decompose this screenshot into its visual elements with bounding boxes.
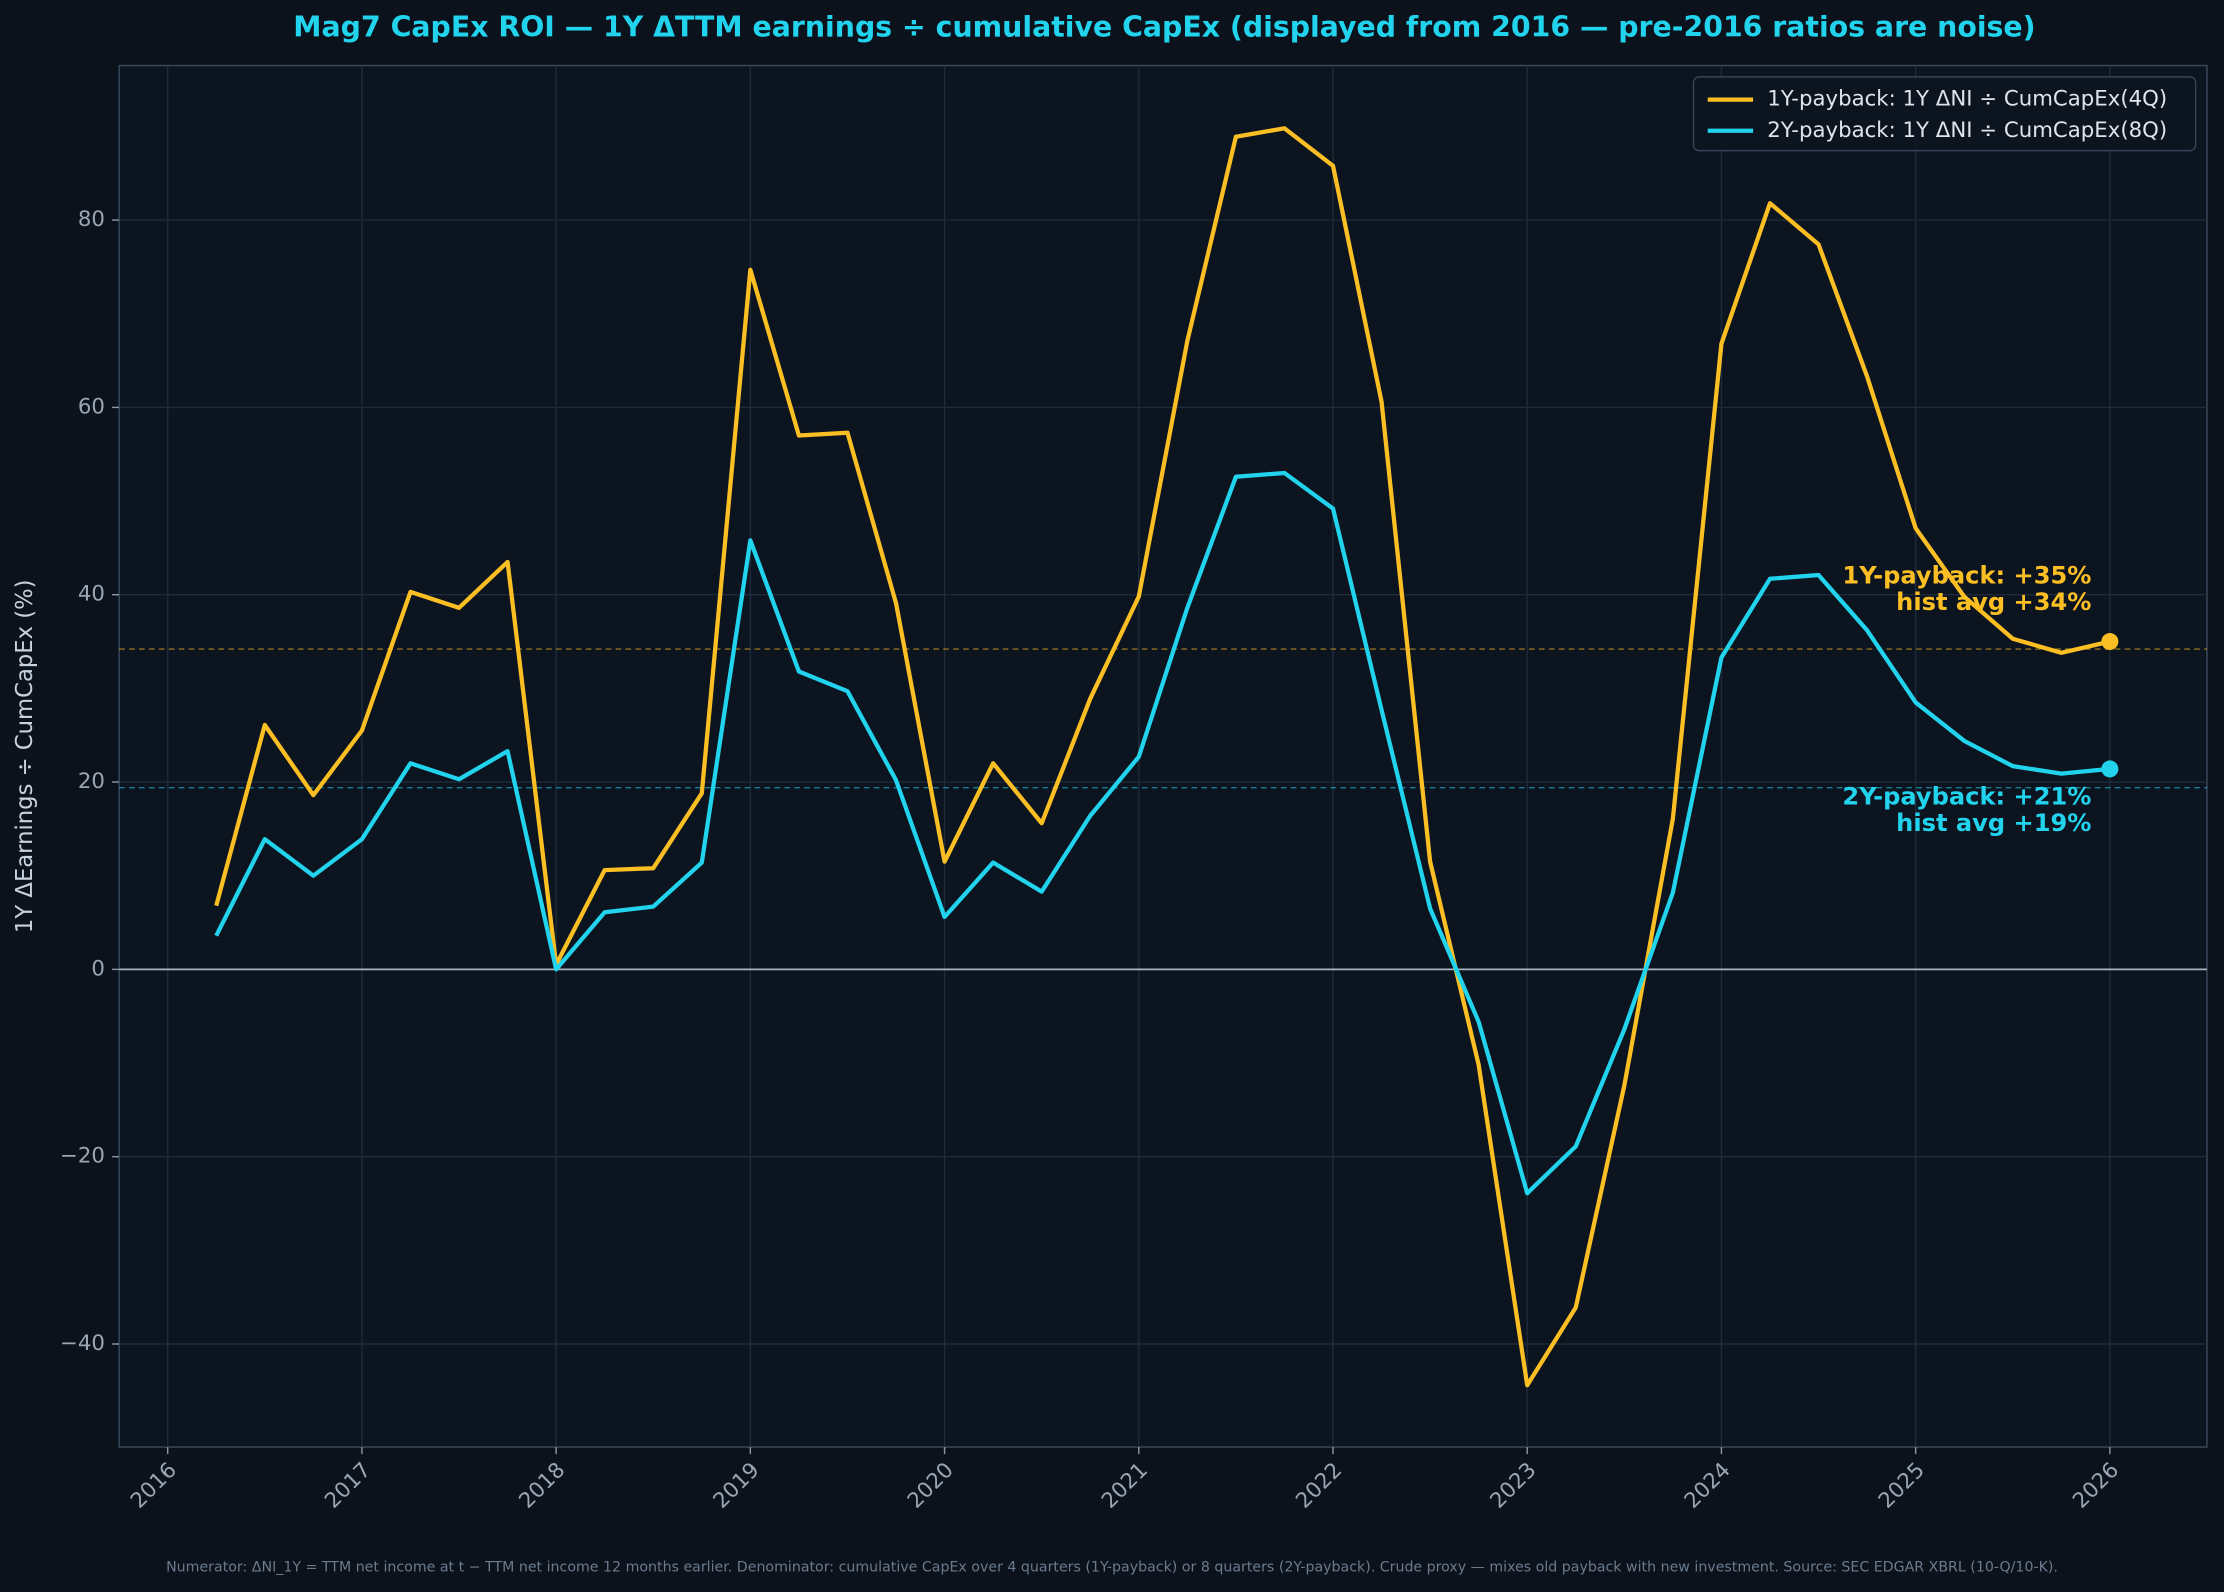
y-tick-label: −20 <box>60 1144 105 1169</box>
plot-area <box>118 64 2208 1448</box>
end-point <box>2101 633 2119 651</box>
legend-label: 1Y-payback: 1Y ΔNI ÷ CumCapEx(4Q) <box>1767 87 2167 112</box>
chart-title: Mag7 CapEx ROI — 1Y ΔTTM earnings ÷ cumu… <box>293 11 2035 44</box>
y-tick-label: 20 <box>78 769 105 794</box>
series-line <box>214 126 2111 1388</box>
legend-label: 2Y-payback: 1Y ΔNI ÷ CumCapEx(8Q) <box>1767 118 2167 143</box>
footnote: Numerator: ΔNI_1Y = TTM net income at t … <box>166 1560 2058 1576</box>
y-axis-label: 1Y ΔEarnings ÷ CumCapEx (%) <box>12 579 38 933</box>
annotation: 2Y-payback: +21% <box>1842 782 2091 810</box>
end-point <box>2101 760 2119 778</box>
y-tick-label: −40 <box>60 1331 105 1356</box>
y-tick-label: 0 <box>91 956 105 981</box>
legend-box <box>1692 76 2197 152</box>
annotation: hist avg +19% <box>1896 809 2091 837</box>
annotation: 1Y-payback: +35% <box>1842 561 2091 589</box>
y-tick-label: 80 <box>78 207 105 232</box>
series-line <box>214 470 2111 1196</box>
y-tick-label: 60 <box>78 394 105 419</box>
annotation: hist avg +34% <box>1896 588 2091 616</box>
y-tick-label: 40 <box>78 582 105 607</box>
